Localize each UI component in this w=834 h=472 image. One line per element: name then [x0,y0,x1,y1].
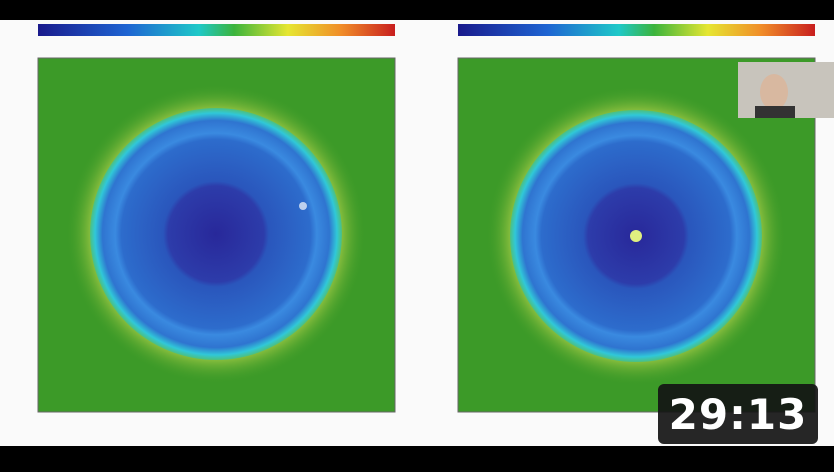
spot [630,230,642,242]
spot [299,202,307,210]
webcam-shirt [755,106,795,118]
webcam-face [760,74,788,110]
disk [90,108,342,360]
colorbar [38,24,395,36]
duration-badge: 29:13 [658,384,818,444]
colorbar [458,24,815,36]
